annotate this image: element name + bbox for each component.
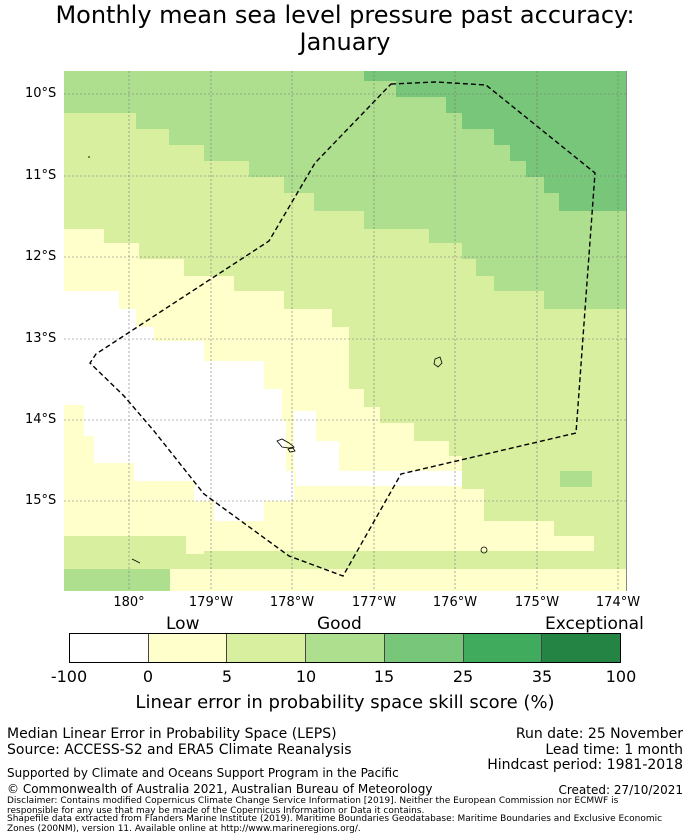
footer-support: Supported by Climate and Oceans Support …: [7, 766, 399, 780]
island-niuafoou: [433, 356, 443, 368]
island-southwest: [131, 558, 141, 564]
eez-boundary: [89, 81, 596, 577]
colorbar-segment-5: [463, 634, 543, 662]
region-good-strong-bottom: [64, 569, 170, 591]
island-futuna: [287, 447, 296, 453]
disclaimer-line-1: Disclaimer: Contains modified Copernicus…: [7, 796, 619, 806]
region-good-bottom-3: [204, 551, 626, 569]
island-wallis: [276, 438, 295, 449]
lon-label-174w: 174°W: [595, 595, 641, 610]
gridlines: [64, 71, 626, 591]
colorbar-segment-6: [542, 634, 621, 662]
colorbar-category-low: Low: [166, 614, 200, 634]
colorbar-tick: 0: [142, 667, 154, 686]
lat-label-13s: 13°S: [25, 331, 57, 346]
colorbar-tick: 5: [221, 667, 233, 686]
lon-label-177w: 177°W: [351, 595, 397, 610]
colorbar-tick: -100: [50, 667, 88, 686]
colorbar-tick: 35: [531, 667, 553, 686]
region-good-bottom: [64, 536, 186, 554]
disclaimer-line-2: responsible for any use that may be made…: [7, 806, 425, 816]
colorbar-tick: 15: [373, 667, 395, 686]
colorbar-segment-2: [227, 634, 307, 662]
lon-label-178w: 178°W: [269, 595, 315, 610]
region-good-strong: [64, 71, 626, 309]
title-line-1: Monthly mean sea level pressure past acc…: [55, 1, 635, 29]
colorbar-label: Linear error in probability space skill …: [135, 692, 555, 713]
colorbar-category-exceptional: Exceptional: [545, 614, 644, 634]
colorbar-tick: 10: [295, 667, 317, 686]
colorbar-category-good: Good: [317, 614, 362, 634]
footer-source: Source: ACCESS-S2 and ERA5 Climate Reana…: [7, 742, 352, 758]
lon-label-175w: 175°W: [514, 595, 560, 610]
disclaimer-line-4: Zones (200NM), version 11. Available onl…: [7, 824, 361, 834]
footer-method: Median Linear Error in Probability Space…: [7, 726, 337, 742]
footer-copyright: © Commonwealth of Australia 2021, Austra…: [7, 782, 433, 796]
footer-created: Created: 27/10/2021: [558, 783, 683, 797]
colorbar-tick: 25: [452, 667, 474, 686]
lat-label-15s: 15°S: [25, 493, 57, 508]
footer-run-date: Run date: 25 November: [515, 726, 683, 742]
lon-label-176w: 176°W: [432, 595, 478, 610]
region-good-strong-patch: [560, 471, 592, 487]
region-good-bottom-2: [64, 554, 204, 569]
colorbar-segment-3: [306, 634, 385, 662]
island-northwest: [88, 156, 90, 158]
island-east: [480, 546, 488, 554]
region-white: [64, 291, 462, 521]
chart-title: Monthly mean sea level pressure past acc…: [0, 2, 690, 56]
lat-label-10s: 10°S: [25, 86, 57, 101]
colorbar: [69, 633, 621, 663]
lat-label-11s: 11°S: [25, 168, 57, 183]
skill-map[interactable]: [64, 71, 627, 591]
disclaimer-line-3: Shapefile data extracted from Flanders M…: [7, 814, 663, 824]
colorbar-segment-1: [148, 634, 228, 662]
title-line-2: January: [299, 28, 391, 56]
footer-lead-time: Lead time: 1 month: [545, 742, 683, 758]
lat-label-14s: 14°S: [25, 412, 57, 427]
lon-label-180: 180°: [113, 595, 145, 610]
footer-hindcast: Hindcast period: 1981-2018: [487, 757, 683, 773]
colorbar-segment-4: [384, 634, 464, 662]
skill-map-svg: [64, 71, 626, 591]
colorbar-segment-0: [70, 634, 149, 662]
lat-label-12s: 12°S: [25, 249, 57, 264]
colorbar-tick: 100: [605, 667, 637, 686]
lon-label-179w: 179°W: [188, 595, 234, 610]
